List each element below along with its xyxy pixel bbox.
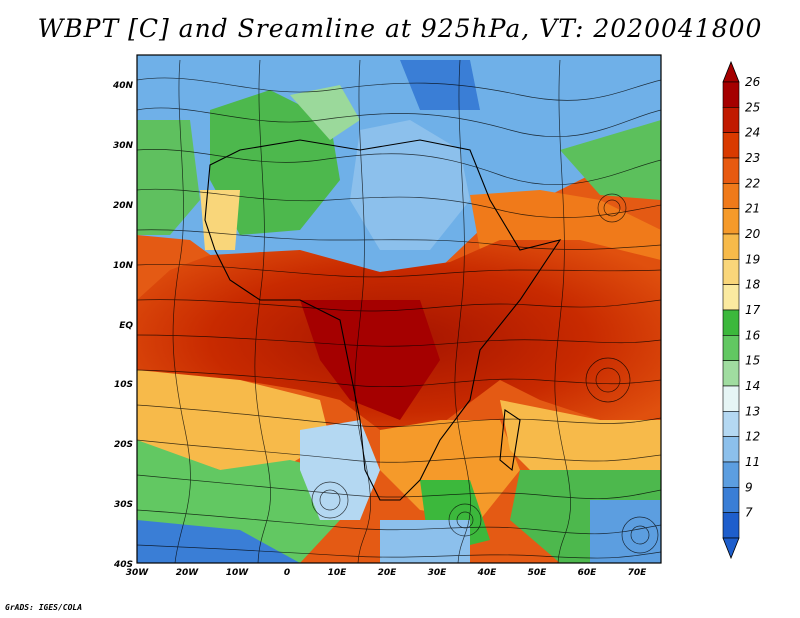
- colorbar-swatch: [722, 107, 740, 133]
- colorbar-swatch: [722, 411, 740, 437]
- colorbar-label: 11: [745, 455, 760, 469]
- colorbar-label: 26: [745, 75, 761, 89]
- map-frame: [136, 54, 662, 564]
- colorbar-label: 25: [745, 100, 760, 114]
- lon-label: 70E: [628, 568, 648, 578]
- colorbar-label: 20: [745, 227, 761, 241]
- lat-label: EQ: [119, 321, 133, 331]
- lon-label: 0: [284, 568, 290, 578]
- colorbar-label: 23: [745, 151, 760, 165]
- colorbar-swatch: [722, 309, 740, 336]
- colorbar-swatch: [722, 461, 740, 488]
- colorbar: 26 25 24 23 22 21 20 19 18 17 16 15 14 13 12 11 9 7: [722, 60, 761, 560]
- lat-label: 30S: [114, 500, 133, 510]
- colorbar-swatch: [722, 385, 740, 412]
- colorbar-swatch: [722, 360, 740, 387]
- colorbar-label: 16: [745, 328, 761, 342]
- lat-label: 30N: [113, 141, 134, 151]
- colorbar-swatch: [722, 487, 740, 513]
- colorbar-label: 22: [745, 176, 760, 190]
- colorbar-swatch: [722, 335, 740, 361]
- lat-label: 20S: [114, 440, 133, 450]
- colorbar-label: 18: [745, 278, 761, 292]
- lat-label: 40S: [113, 560, 133, 570]
- colorbar-label: 24: [745, 126, 760, 140]
- streamlines: [137, 59, 661, 563]
- lon-label: 20W: [176, 568, 200, 578]
- longitude-labels: 30W 20W 10W 0 10E 20E 30E 40E 50E 60E 70…: [126, 568, 647, 578]
- lon-label: 20E: [378, 568, 398, 578]
- wbpt-field: [137, 55, 661, 563]
- colorbar-swatch: [722, 233, 740, 260]
- lon-label: 60E: [578, 568, 598, 578]
- colorbar-swatch: [722, 436, 740, 463]
- colorbar-swatch: [722, 512, 740, 539]
- lat-label: 40N: [112, 81, 134, 91]
- colorbar-swatch: [722, 208, 740, 235]
- colorbar-swatch: [722, 183, 740, 209]
- lat-label: 10N: [113, 261, 134, 271]
- colorbar-swatch: [722, 284, 740, 311]
- colorbar-label: 9: [745, 480, 753, 494]
- lon-label: 40E: [477, 568, 498, 578]
- colorbar-label: 13: [745, 404, 760, 418]
- lon-label: 50E: [528, 568, 548, 578]
- colorbar-swatch: [722, 132, 740, 159]
- colorbar-arrow-bottom: [722, 537, 740, 560]
- colorbar-swatch: [722, 157, 740, 184]
- lon-label: 10E: [328, 568, 348, 578]
- colorbar-label: 19: [745, 252, 760, 266]
- lat-label: 20N: [113, 201, 134, 211]
- colorbar-label: 12: [745, 430, 760, 444]
- lon-label: 30E: [428, 568, 448, 578]
- colorbar-label: 17: [745, 303, 761, 317]
- colorbar-label: 21: [745, 202, 760, 216]
- coastlines: [204, 139, 562, 501]
- lon-label: 10W: [226, 568, 250, 578]
- lat-label: 10S: [114, 380, 133, 390]
- latitude-labels: 40N 30N 20N 10N EQ 10S 20S 30S 40S: [112, 81, 134, 570]
- colorbar-swatch: [722, 259, 740, 285]
- colorbar-arrow-top: [722, 60, 740, 83]
- colorbar-swatch: [722, 81, 740, 108]
- colorbar-label: 15: [745, 354, 760, 368]
- colorbar-label: 14: [745, 379, 760, 393]
- colorbar-label: 7: [745, 506, 753, 520]
- grads-credit: GrADS: IGES/COLA: [5, 603, 83, 612]
- chart-title: WBPT [C] and Sreamline at 925hPa, VT: 20…: [37, 14, 763, 43]
- lon-label: 30W: [126, 568, 150, 578]
